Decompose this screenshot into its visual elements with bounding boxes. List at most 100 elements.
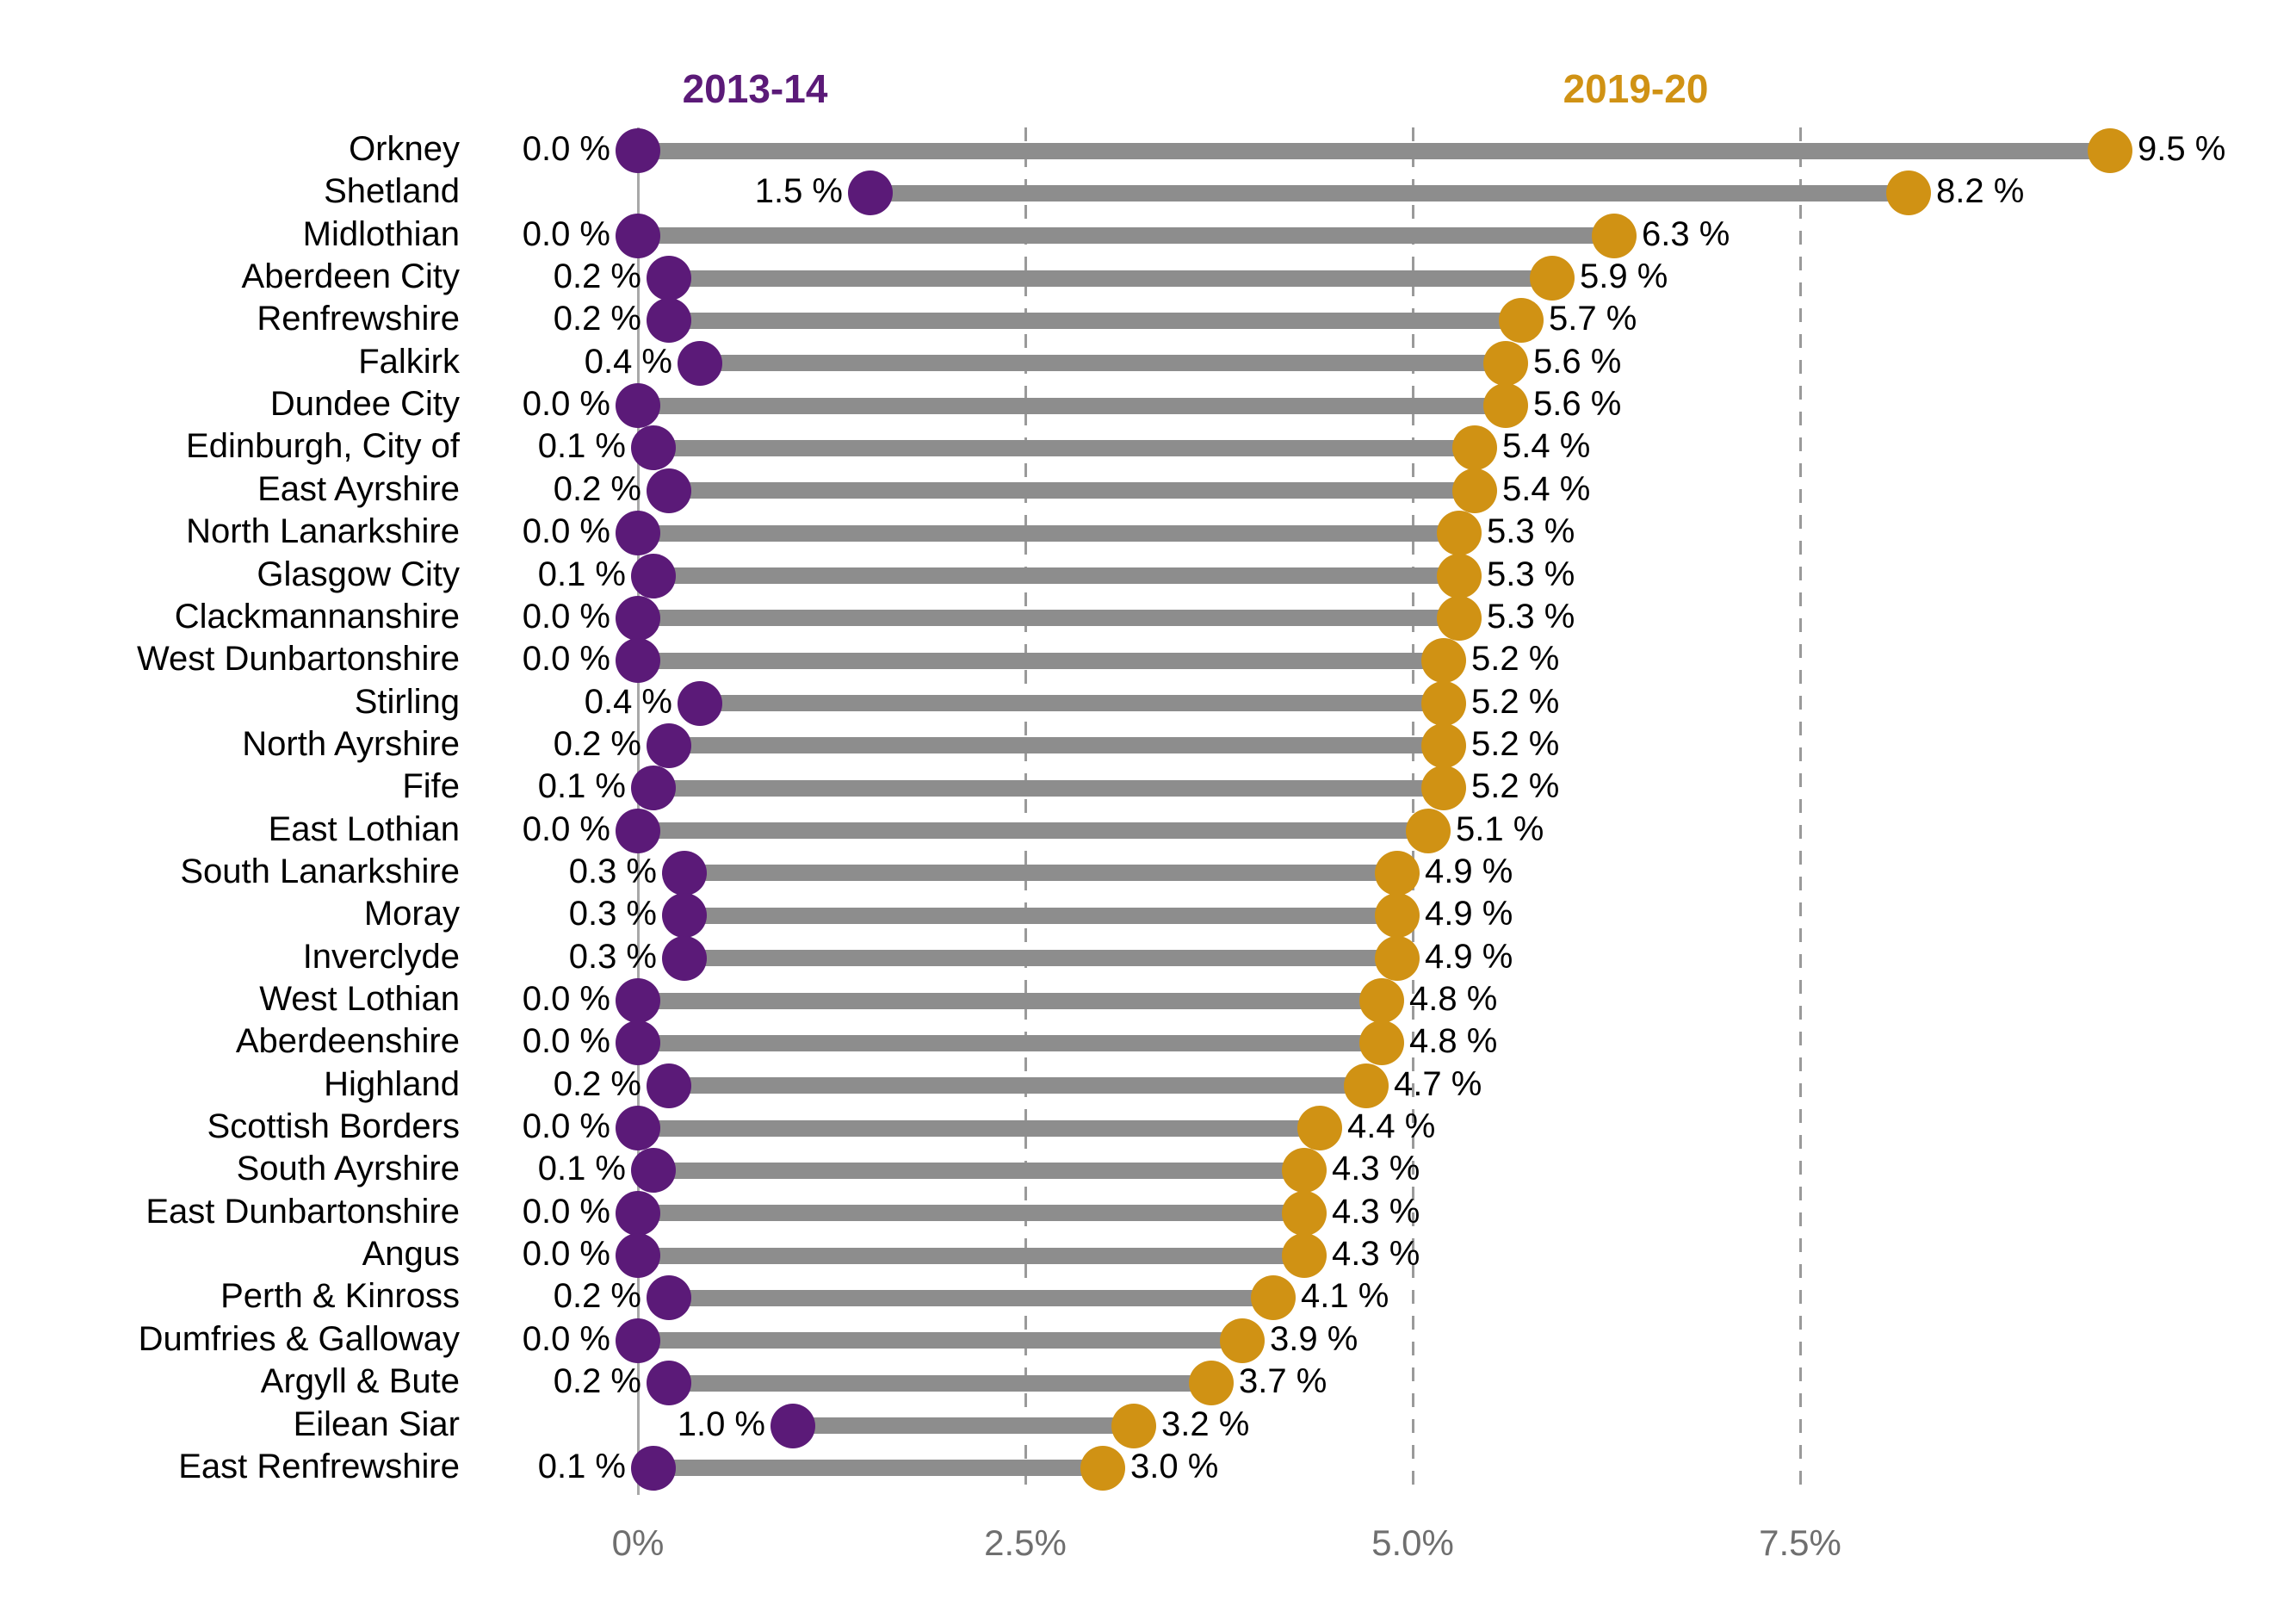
connector-bar bbox=[638, 1332, 1242, 1349]
row-label: West Dunbartonshire bbox=[137, 640, 460, 679]
value-label-2013-14: 1.0 % bbox=[677, 1404, 765, 1443]
value-label-2019-20: 3.9 % bbox=[1270, 1319, 1358, 1358]
value-label-2019-20: 5.2 % bbox=[1471, 640, 1560, 679]
value-label-2019-20: 4.9 % bbox=[1425, 895, 1513, 933]
x-gridline-7.5% bbox=[1798, 127, 1802, 1495]
connector-bar bbox=[684, 907, 1397, 924]
dot-2019-20 bbox=[1437, 595, 1482, 641]
value-label-2013-14: 1.5 % bbox=[754, 172, 843, 211]
connector-bar bbox=[638, 822, 1428, 840]
dot-2013-14 bbox=[631, 766, 676, 811]
series-title-2013-14: 2013-14 bbox=[682, 66, 828, 111]
connector-bar bbox=[684, 950, 1397, 967]
value-label-2013-14: 0.0 % bbox=[522, 980, 610, 1018]
dot-2019-20 bbox=[1437, 553, 1482, 598]
dot-2019-20 bbox=[1530, 256, 1575, 301]
row-label: North Ayrshire bbox=[242, 724, 460, 763]
row-label: East Ayrshire bbox=[257, 469, 460, 508]
connector-bar bbox=[870, 184, 1909, 202]
dot-2019-20 bbox=[1592, 213, 1637, 258]
row-label: Dumfries & Galloway bbox=[138, 1319, 460, 1358]
row-label: Perth & Kinross bbox=[220, 1277, 460, 1316]
dot-2019-20 bbox=[1359, 1020, 1404, 1066]
dot-2013-14 bbox=[770, 1403, 815, 1448]
connector-bar bbox=[653, 439, 1475, 456]
connector-bar bbox=[700, 695, 1444, 712]
value-label-2019-20: 6.3 % bbox=[1642, 214, 1730, 253]
dot-2013-14 bbox=[616, 638, 660, 684]
connector-bar bbox=[669, 1374, 1211, 1392]
connector-bar bbox=[653, 567, 1459, 584]
x-tick-label: 2.5% bbox=[984, 1522, 1067, 1563]
value-label-2019-20: 5.2 % bbox=[1471, 682, 1560, 721]
value-label-2019-20: 3.2 % bbox=[1161, 1404, 1250, 1443]
row-label: Orkney bbox=[349, 130, 460, 168]
dot-2013-14 bbox=[616, 595, 660, 641]
dot-2013-14 bbox=[662, 935, 707, 981]
dot-2019-20 bbox=[1886, 171, 1931, 216]
value-label-2013-14: 0.4 % bbox=[584, 342, 672, 381]
connector-bar bbox=[793, 1417, 1134, 1434]
dot-2019-20 bbox=[1406, 808, 1451, 853]
value-label-2013-14: 0.4 % bbox=[584, 682, 672, 721]
value-label-2019-20: 4.1 % bbox=[1301, 1277, 1389, 1316]
dot-2019-20 bbox=[1251, 1275, 1296, 1321]
dot-2013-14 bbox=[662, 893, 707, 939]
row-label: Clackmannanshire bbox=[174, 597, 460, 636]
row-label: Scottish Borders bbox=[207, 1107, 460, 1146]
connector-bar bbox=[638, 1247, 1304, 1264]
dot-2013-14 bbox=[616, 1190, 660, 1236]
row-label: East Renfrewshire bbox=[178, 1447, 460, 1485]
dot-2013-14 bbox=[848, 171, 893, 216]
series-title-2019-20: 2019-20 bbox=[1563, 66, 1709, 111]
dot-2019-20 bbox=[1344, 1063, 1389, 1108]
connector-bar bbox=[638, 524, 1459, 542]
dot-2019-20 bbox=[1111, 1403, 1156, 1448]
value-label-2019-20: 4.9 % bbox=[1425, 852, 1513, 890]
dot-2013-14 bbox=[616, 808, 660, 853]
dot-2019-20 bbox=[1421, 766, 1466, 811]
row-label: Glasgow City bbox=[257, 555, 460, 593]
dot-2019-20 bbox=[1452, 425, 1497, 471]
value-label-2019-20: 4.3 % bbox=[1332, 1235, 1420, 1274]
row-label: Renfrewshire bbox=[257, 300, 460, 338]
dot-2013-14 bbox=[647, 256, 691, 301]
connector-bar bbox=[638, 610, 1459, 627]
value-label-2019-20: 5.3 % bbox=[1487, 597, 1575, 636]
value-label-2019-20: 5.2 % bbox=[1471, 767, 1560, 806]
value-label-2019-20: 5.6 % bbox=[1533, 385, 1622, 424]
value-label-2019-20: 5.7 % bbox=[1549, 300, 1637, 338]
value-label-2013-14: 0.2 % bbox=[553, 724, 641, 763]
row-label: Aberdeen City bbox=[241, 257, 460, 296]
dot-2013-14 bbox=[647, 722, 691, 768]
connector-bar bbox=[638, 652, 1444, 669]
value-label-2013-14: 0.2 % bbox=[553, 257, 641, 296]
value-label-2019-20: 4.8 % bbox=[1409, 980, 1498, 1018]
dot-2019-20 bbox=[1282, 1233, 1327, 1279]
dot-2013-14 bbox=[616, 128, 660, 173]
value-label-2019-20: 5.4 % bbox=[1502, 469, 1591, 508]
value-label-2019-20: 5.9 % bbox=[1580, 257, 1668, 296]
row-label: Fife bbox=[402, 767, 460, 806]
value-label-2019-20: 3.0 % bbox=[1130, 1447, 1219, 1485]
value-label-2019-20: 5.2 % bbox=[1471, 724, 1560, 763]
value-label-2013-14: 0.3 % bbox=[568, 937, 657, 976]
dot-2013-14 bbox=[647, 298, 691, 344]
dot-2013-14 bbox=[616, 1318, 660, 1363]
connector-bar bbox=[638, 1205, 1304, 1222]
value-label-2019-20: 4.3 % bbox=[1332, 1150, 1420, 1188]
value-label-2013-14: 0.0 % bbox=[522, 1107, 610, 1146]
value-label-2019-20: 5.3 % bbox=[1487, 555, 1575, 593]
value-label-2013-14: 0.0 % bbox=[522, 640, 610, 679]
connector-bar bbox=[669, 312, 1521, 329]
connector-bar bbox=[669, 270, 1552, 287]
dot-2013-14 bbox=[647, 1275, 691, 1321]
value-label-2013-14: 0.1 % bbox=[537, 767, 626, 806]
dot-2013-14 bbox=[631, 553, 676, 598]
row-label: South Ayrshire bbox=[236, 1150, 460, 1188]
row-label: Moray bbox=[363, 895, 460, 933]
row-label: Argyll & Bute bbox=[260, 1362, 460, 1401]
dot-2013-14 bbox=[616, 1020, 660, 1066]
connector-bar bbox=[653, 779, 1444, 797]
dot-2019-20 bbox=[1437, 511, 1482, 556]
